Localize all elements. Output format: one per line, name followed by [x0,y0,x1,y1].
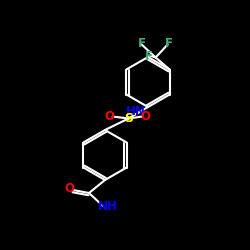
Text: NH: NH [98,200,118,212]
Text: F: F [145,50,153,63]
Text: O: O [104,110,115,123]
Text: O: O [140,110,150,123]
Text: S: S [124,112,133,125]
Text: O: O [64,182,74,196]
Text: HN: HN [126,105,146,118]
Text: F: F [165,37,173,50]
Text: F: F [138,37,146,50]
